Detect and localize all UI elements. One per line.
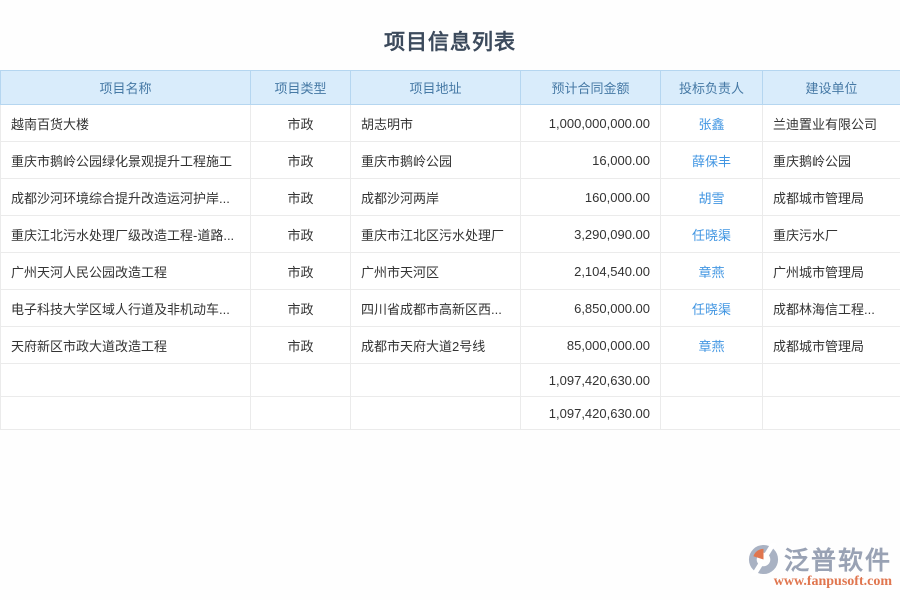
header-project-type: 项目类型	[250, 70, 351, 105]
cell-unit: 重庆污水厂	[762, 215, 900, 253]
cell-address: 重庆市鹅岭公园	[350, 141, 521, 179]
bid-leader-link[interactable]: 章燕	[698, 338, 725, 354]
table-row: 广州天河人民公园改造工程 市政 广州市天河区 2,104,540.00 章燕 广州城市管理…	[0, 252, 900, 290]
cell-address: 四川省成都市高新区西...	[350, 289, 521, 327]
cell-unit: 成都林海信工程...	[762, 289, 900, 327]
cell-name: 天府新区市政大道改造工程	[0, 326, 251, 364]
cell-leader: 任晓渠	[660, 289, 763, 327]
cell-address: 胡志明市	[350, 104, 521, 142]
cell-leader: 张鑫	[660, 104, 763, 142]
cell-leader: 胡雪	[660, 178, 763, 216]
cell-name: 电子科技大学区域人行道及非机动车...	[0, 289, 251, 327]
header-bid-leader: 投标负责人	[660, 70, 763, 105]
cell-address: 重庆市江北区污水处理厂	[350, 215, 521, 253]
bid-leader-link[interactable]: 薛保丰	[691, 153, 731, 169]
header-contract-amount: 预计合同金额	[520, 70, 661, 105]
cell-leader: 章燕	[660, 326, 763, 364]
table-row: 天府新区市政大道改造工程 市政 成都市天府大道2号线 85,000,000.00 章燕 成…	[0, 326, 900, 364]
cell-amount: 160,000.00	[520, 178, 661, 216]
cell-type: 市政	[250, 178, 351, 216]
cell-address: 广州市天河区	[350, 252, 521, 290]
header-project-address: 项目地址	[350, 70, 521, 105]
empty-cell	[0, 396, 251, 430]
cell-name: 重庆市鹅岭公园绿化景观提升工程施工	[0, 141, 251, 179]
total-amount-cell: 1,097,420,630.00	[520, 363, 661, 397]
total-row: 1,097,420,630.00	[0, 363, 900, 397]
bid-leader-link[interactable]: 胡雪	[698, 190, 725, 206]
cell-amount: 6,850,000.00	[520, 289, 661, 327]
cell-address: 成都沙河两岸	[350, 178, 521, 216]
total-row: 1,097,420,630.00	[0, 396, 900, 430]
cell-type: 市政	[250, 215, 351, 253]
cell-type: 市政	[250, 141, 351, 179]
table-header: 项目名称 项目类型 项目地址 预计合同金额 投标负责人 建设单位	[0, 70, 900, 105]
cell-leader: 任晓渠	[660, 215, 763, 253]
cell-name: 广州天河人民公园改造工程	[0, 252, 251, 290]
cell-amount: 2,104,540.00	[520, 252, 661, 290]
cell-unit: 广州城市管理局	[762, 252, 900, 290]
cell-unit: 兰迪置业有限公司	[762, 104, 900, 142]
empty-cell	[250, 363, 351, 397]
fanpu-logo-icon	[748, 542, 779, 576]
bid-leader-link[interactable]: 任晓渠	[691, 301, 731, 317]
cell-type: 市政	[250, 252, 351, 290]
header-project-name: 项目名称	[0, 70, 251, 105]
empty-cell	[250, 396, 351, 430]
table-row: 越南百货大楼 市政 胡志明市 1,000,000,000.00 张鑫 兰迪置业有限公司	[0, 104, 900, 142]
cell-leader: 章燕	[660, 252, 763, 290]
cell-type: 市政	[250, 289, 351, 327]
project-info-table: 项目名称 项目类型 项目地址 预计合同金额 投标负责人 建设单位 越南百货大楼市…	[0, 70, 900, 430]
cell-unit: 成都城市管理局	[762, 178, 900, 216]
table-row: 重庆市鹅岭公园绿化景观提升工程施工 市政 重庆市鹅岭公园 16,000.00 薛保丰 重庆…	[0, 141, 900, 179]
table-row: 成都沙河环境综合提升改造运河护岸... 市政 成都沙河两岸 160,000.00 胡雪 成…	[0, 178, 900, 216]
cell-amount: 3,290,090.00	[520, 215, 661, 253]
table-row: 重庆江北污水处理厂级改造工程-道路... 市政 重庆市江北区污水处理厂 3,290,0…	[0, 215, 900, 253]
cell-name: 重庆江北污水处理厂级改造工程-道路...	[0, 215, 251, 253]
page-title: 项目信息列表	[384, 31, 516, 54]
total-amount-cell: 1,097,420,630.00	[520, 396, 661, 430]
cell-unit: 重庆鹅岭公园	[762, 141, 900, 179]
bid-leader-link[interactable]: 任晓渠	[691, 227, 731, 243]
empty-cell	[762, 363, 900, 397]
cell-amount: 16,000.00	[520, 141, 661, 179]
cell-amount: 85,000,000.00	[520, 326, 661, 364]
fanpu-logo: 泛普软件 www.fanpusoft.com	[732, 541, 892, 590]
cell-type: 市政	[250, 104, 351, 142]
cell-name: 成都沙河环境综合提升改造运河护岸...	[0, 178, 251, 216]
empty-cell	[0, 363, 251, 397]
cell-type: 市政	[250, 326, 351, 364]
empty-cell	[660, 396, 763, 430]
header-construction-unit: 建设单位	[762, 70, 900, 105]
empty-cell	[350, 396, 521, 430]
cell-leader: 薛保丰	[660, 141, 763, 179]
empty-cell	[762, 396, 900, 430]
bid-leader-link[interactable]: 章燕	[698, 264, 725, 280]
header-row: 项目名称 项目类型 项目地址 预计合同金额 投标负责人 建设单位	[0, 70, 900, 105]
cell-unit: 成都城市管理局	[762, 326, 900, 364]
bid-leader-link[interactable]: 张鑫	[698, 116, 725, 132]
cell-amount: 1,000,000,000.00	[520, 104, 661, 142]
cell-name: 越南百货大楼	[0, 104, 251, 142]
empty-cell	[660, 363, 763, 397]
cell-address: 成都市天府大道2号线	[350, 326, 521, 364]
table-body: 越南百货大楼 市政 胡志明市 1,000,000,000.00 张鑫 兰迪置业有限公司 重庆…	[0, 104, 900, 430]
empty-cell	[350, 363, 521, 397]
brand-text: 泛普软件	[783, 547, 892, 575]
brand-url: www.fanpusoft.com	[773, 574, 892, 589]
table-row: 电子科技大学区域人行道及非机动车... 市政 四川省成都市高新区西... 6,850,…	[0, 289, 900, 327]
